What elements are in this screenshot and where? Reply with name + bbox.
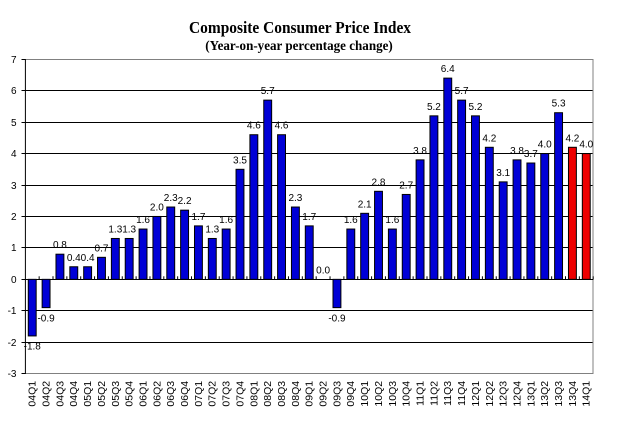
svg-text:1.6: 1.6 bbox=[219, 215, 233, 226]
svg-text:4.6: 4.6 bbox=[247, 121, 261, 132]
svg-text:11Q1: 11Q1 bbox=[415, 381, 427, 406]
svg-text:4: 4 bbox=[11, 149, 17, 160]
svg-text:1.6: 1.6 bbox=[344, 215, 358, 226]
svg-text:5.2: 5.2 bbox=[469, 102, 483, 113]
svg-text:7: 7 bbox=[11, 55, 17, 66]
svg-text:4.0: 4.0 bbox=[579, 140, 593, 151]
svg-text:12Q1: 12Q1 bbox=[470, 381, 482, 407]
svg-text:3.8: 3.8 bbox=[510, 146, 524, 157]
svg-text:-1.8: -1.8 bbox=[24, 342, 42, 353]
svg-text:4.6: 4.6 bbox=[275, 121, 289, 132]
svg-text:05Q3: 05Q3 bbox=[110, 381, 122, 407]
svg-text:0.8: 0.8 bbox=[53, 240, 67, 251]
svg-text:2.8: 2.8 bbox=[372, 177, 386, 188]
svg-text:-3: -3 bbox=[8, 369, 17, 380]
svg-text:2.0: 2.0 bbox=[150, 202, 164, 213]
svg-text:4.0: 4.0 bbox=[538, 140, 552, 151]
svg-text:2.2: 2.2 bbox=[178, 196, 192, 207]
svg-text:12Q2: 12Q2 bbox=[484, 381, 496, 407]
svg-text:1.7: 1.7 bbox=[191, 212, 205, 223]
svg-text:0: 0 bbox=[11, 275, 17, 286]
svg-text:-0.9: -0.9 bbox=[37, 313, 55, 324]
svg-text:1.3: 1.3 bbox=[108, 224, 122, 235]
svg-text:10Q3: 10Q3 bbox=[387, 381, 399, 407]
svg-text:04Q4: 04Q4 bbox=[68, 381, 80, 407]
svg-text:06Q2: 06Q2 bbox=[151, 381, 163, 407]
svg-text:1: 1 bbox=[11, 243, 17, 254]
svg-text:5.3: 5.3 bbox=[552, 99, 566, 110]
svg-text:09Q4: 09Q4 bbox=[345, 381, 357, 407]
svg-text:5.2: 5.2 bbox=[427, 102, 441, 113]
svg-text:(Year-on-year percentage chang: (Year-on-year percentage change) bbox=[205, 38, 393, 53]
svg-text:12Q4: 12Q4 bbox=[511, 381, 523, 407]
svg-text:5: 5 bbox=[11, 118, 17, 129]
svg-text:1.6: 1.6 bbox=[385, 215, 399, 226]
svg-text:10Q1: 10Q1 bbox=[359, 381, 371, 407]
svg-text:3.5: 3.5 bbox=[233, 155, 247, 166]
svg-text:11Q4: 11Q4 bbox=[456, 381, 468, 406]
svg-text:-2: -2 bbox=[8, 338, 17, 349]
svg-text:0.7: 0.7 bbox=[95, 243, 109, 254]
svg-text:1.7: 1.7 bbox=[302, 212, 316, 223]
svg-text:0.4: 0.4 bbox=[67, 253, 81, 264]
svg-text:06Q1: 06Q1 bbox=[137, 381, 149, 407]
svg-text:05Q2: 05Q2 bbox=[96, 381, 108, 407]
svg-text:14Q1: 14Q1 bbox=[581, 381, 593, 407]
svg-text:13Q2: 13Q2 bbox=[539, 381, 551, 407]
svg-text:2.3: 2.3 bbox=[164, 193, 178, 204]
svg-text:07Q2: 07Q2 bbox=[207, 381, 219, 407]
svg-text:04Q2: 04Q2 bbox=[41, 381, 53, 407]
svg-text:0.4: 0.4 bbox=[81, 253, 95, 264]
svg-text:13Q4: 13Q4 bbox=[567, 381, 579, 407]
svg-text:6: 6 bbox=[11, 86, 17, 97]
svg-text:2.1: 2.1 bbox=[358, 199, 372, 210]
svg-text:06Q4: 06Q4 bbox=[179, 381, 191, 407]
svg-text:11Q3: 11Q3 bbox=[442, 381, 454, 406]
svg-text:5.7: 5.7 bbox=[455, 86, 469, 97]
svg-text:05Q1: 05Q1 bbox=[82, 381, 94, 407]
svg-text:4.2: 4.2 bbox=[482, 133, 496, 144]
svg-text:2.3: 2.3 bbox=[288, 193, 302, 204]
svg-text:09Q1: 09Q1 bbox=[304, 381, 316, 407]
svg-text:08Q4: 08Q4 bbox=[290, 381, 302, 407]
svg-text:13Q3: 13Q3 bbox=[553, 381, 565, 407]
svg-text:11Q2: 11Q2 bbox=[428, 381, 440, 406]
svg-text:3: 3 bbox=[11, 181, 17, 192]
svg-text:3.7: 3.7 bbox=[524, 149, 538, 160]
svg-text:6.4: 6.4 bbox=[441, 64, 455, 75]
svg-text:1.3: 1.3 bbox=[122, 224, 136, 235]
svg-text:5.7: 5.7 bbox=[261, 86, 275, 97]
svg-text:0.0: 0.0 bbox=[316, 265, 330, 276]
svg-text:08Q2: 08Q2 bbox=[262, 381, 274, 407]
svg-text:10Q4: 10Q4 bbox=[401, 381, 413, 407]
svg-text:13Q1: 13Q1 bbox=[525, 381, 537, 407]
svg-text:Composite Consumer Price Index: Composite Consumer Price Index bbox=[189, 18, 411, 37]
svg-text:-0.9: -0.9 bbox=[328, 313, 346, 324]
svg-text:1.3: 1.3 bbox=[205, 224, 219, 235]
svg-text:09Q2: 09Q2 bbox=[318, 381, 330, 407]
svg-text:06Q3: 06Q3 bbox=[165, 381, 177, 407]
svg-text:3.1: 3.1 bbox=[496, 168, 510, 179]
svg-text:09Q3: 09Q3 bbox=[331, 381, 343, 407]
svg-text:04Q1: 04Q1 bbox=[27, 381, 39, 407]
svg-text:08Q1: 08Q1 bbox=[248, 381, 260, 407]
svg-text:2: 2 bbox=[11, 212, 17, 223]
svg-text:12Q3: 12Q3 bbox=[498, 381, 510, 407]
svg-text:10Q2: 10Q2 bbox=[373, 381, 385, 407]
svg-text:04Q3: 04Q3 bbox=[54, 381, 66, 407]
svg-text:07Q4: 07Q4 bbox=[234, 381, 246, 407]
svg-text:05Q4: 05Q4 bbox=[124, 381, 136, 407]
svg-text:08Q3: 08Q3 bbox=[276, 381, 288, 407]
svg-text:-1: -1 bbox=[8, 306, 17, 317]
svg-text:2.7: 2.7 bbox=[399, 180, 413, 191]
svg-text:07Q1: 07Q1 bbox=[193, 381, 205, 407]
svg-text:4.2: 4.2 bbox=[565, 133, 579, 144]
svg-text:3.8: 3.8 bbox=[413, 146, 427, 157]
svg-text:07Q3: 07Q3 bbox=[221, 381, 233, 407]
svg-text:1.6: 1.6 bbox=[136, 215, 150, 226]
